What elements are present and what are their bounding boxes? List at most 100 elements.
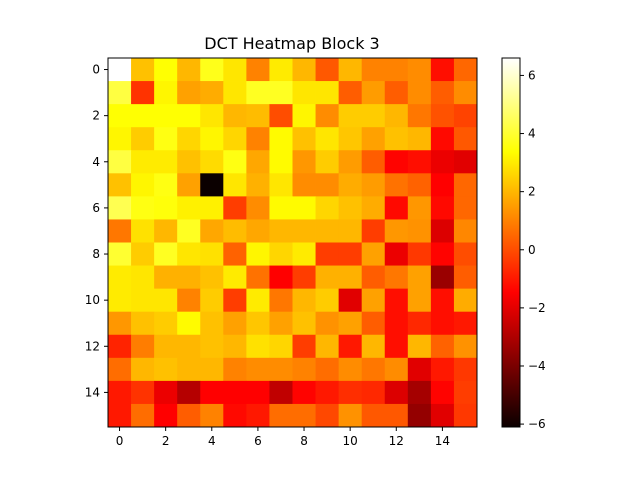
heatmap-cell — [407, 196, 432, 220]
heatmap-cell — [108, 81, 132, 105]
heatmap-cell — [315, 311, 340, 336]
heatmap-cell — [430, 242, 455, 266]
heatmap-cell — [361, 334, 386, 359]
heatmap-cell — [453, 104, 478, 128]
heatmap-cell — [384, 150, 409, 174]
heatmap-cell — [407, 127, 432, 151]
heatmap-cell — [430, 127, 455, 151]
heatmap-cell — [177, 127, 201, 151]
heatmap-cell — [246, 127, 270, 151]
colorbar-tick-label: 4 — [528, 127, 536, 141]
x-tick-label: 6 — [254, 434, 262, 448]
heatmap-cell — [407, 311, 432, 336]
heatmap-cell — [361, 380, 386, 405]
heatmap-cell — [269, 150, 293, 174]
heatmap-cell — [430, 288, 455, 313]
heatmap-cell — [108, 173, 132, 197]
heatmap-cell — [246, 150, 270, 174]
heatmap-cell — [223, 196, 247, 220]
heatmap-cell — [131, 380, 155, 405]
heatmap-cell — [246, 173, 270, 197]
heatmap-cell — [131, 81, 155, 105]
heatmap-cell — [131, 265, 155, 290]
heatmap-cell — [292, 242, 316, 266]
heatmap-cell — [154, 81, 178, 105]
heatmap-cell — [315, 403, 340, 428]
heatmap-cell — [108, 403, 132, 428]
heatmap-cell — [430, 265, 455, 290]
heatmap-cell — [269, 173, 293, 197]
heatmap-cell — [246, 334, 270, 359]
heatmap-cell — [338, 288, 363, 313]
heatmap-cell — [131, 288, 155, 313]
heatmap-cell — [407, 334, 432, 359]
heatmap-cell — [154, 104, 178, 128]
heatmap-cell — [154, 150, 178, 174]
heatmap-cell — [407, 173, 432, 197]
heatmap-cell — [154, 288, 178, 313]
heatmap-cell — [430, 104, 455, 128]
heatmap-cell — [338, 311, 363, 336]
colorbar-tick-label: −2 — [528, 301, 546, 315]
heatmap-cell — [177, 311, 201, 336]
heatmap-cell — [223, 104, 247, 128]
heatmap-cell — [384, 196, 409, 220]
heatmap-cell — [338, 81, 363, 105]
heatmap-cell — [338, 58, 363, 82]
heatmap-cell — [430, 311, 455, 336]
heatmap-cell — [292, 219, 316, 243]
heatmap-cell — [154, 357, 178, 382]
heatmap-cell — [154, 334, 178, 359]
heatmap-cell — [177, 288, 201, 313]
heatmap-cell — [407, 265, 432, 290]
heatmap-cell — [108, 150, 132, 174]
heatmap-cell — [453, 357, 478, 382]
heatmap-cell — [361, 265, 386, 290]
heatmap-cell — [338, 196, 363, 220]
heatmap-cell — [384, 311, 409, 336]
heatmap-cell — [269, 81, 293, 105]
heatmap-cell — [384, 380, 409, 405]
heatmap-cell — [154, 58, 178, 82]
x-tick-label: 8 — [300, 434, 308, 448]
heatmap-cell — [453, 150, 478, 174]
heatmap-cell — [361, 173, 386, 197]
heatmap-cell — [269, 127, 293, 151]
heatmap-cell — [131, 127, 155, 151]
heatmap-cell — [315, 242, 340, 266]
heatmap-cell — [200, 173, 224, 197]
heatmap-cell — [200, 357, 224, 382]
heatmap-cell — [131, 58, 155, 82]
heatmap-cell — [384, 242, 409, 266]
heatmap-cell — [154, 242, 178, 266]
heatmap-cell — [246, 219, 270, 243]
heatmap-cell — [292, 380, 316, 405]
x-axis: 0 2 4 6 8 10 12 14 — [116, 427, 450, 448]
heatmap-cell — [361, 242, 386, 266]
heatmap-cell — [315, 380, 340, 405]
heatmap-cell — [407, 403, 432, 428]
y-axis: 0 2 4 6 8 10 12 14 — [85, 63, 108, 399]
heatmap-cell — [315, 196, 340, 220]
heatmap-cell — [407, 104, 432, 128]
heatmap-cell — [200, 81, 224, 105]
heatmap-cell — [269, 242, 293, 266]
heatmap-cell — [430, 357, 455, 382]
heatmap-cell — [338, 173, 363, 197]
heatmap-cell — [361, 104, 386, 128]
heatmap-cell — [361, 150, 386, 174]
heatmap-cell — [292, 196, 316, 220]
heatmap-cell — [453, 127, 478, 151]
heatmap-cell — [292, 127, 316, 151]
heatmap-cell — [246, 311, 270, 336]
heatmap-cell — [453, 219, 478, 243]
heatmap-cell — [430, 173, 455, 197]
heatmap-cell — [315, 150, 340, 174]
colorbar-axis: −6 −4 −2 0 2 4 6 — [520, 68, 546, 431]
heatmap-cell — [338, 380, 363, 405]
heatmap-cell — [315, 357, 340, 382]
heatmap-cell — [200, 334, 224, 359]
heatmap-cell — [338, 219, 363, 243]
heatmap-cell — [108, 311, 132, 336]
heatmap-cell — [361, 357, 386, 382]
